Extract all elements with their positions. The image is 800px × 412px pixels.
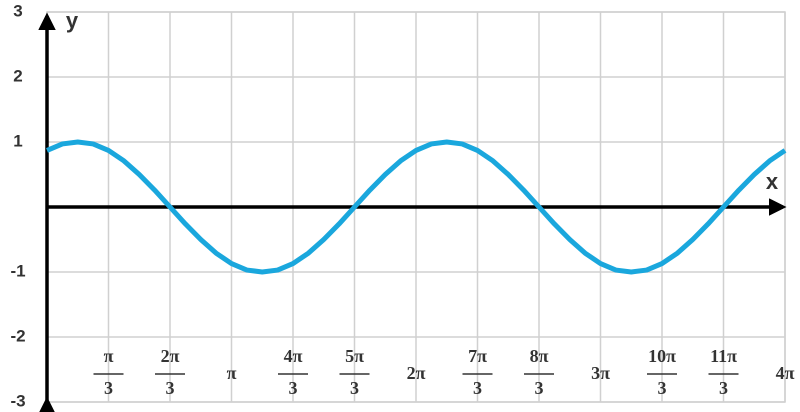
x-tick-label: 10π 3 <box>648 346 676 398</box>
x-axis-label: x <box>766 169 779 194</box>
x-tick-label: π <box>227 363 237 383</box>
line-series <box>46 139 787 275</box>
x-tick-label: 8π 3 <box>530 346 549 398</box>
x-tick-label: 2π 3 <box>161 346 180 398</box>
x-tick-label: 7π 3 <box>468 346 487 398</box>
plot-area <box>46 139 787 275</box>
x-tick-label: 2π <box>407 363 426 383</box>
y-tick-label: 2 <box>13 66 22 85</box>
y-axis-label: y <box>66 8 79 33</box>
y-tick-label: 1 <box>13 131 22 150</box>
x-tick-label: 4π 3 <box>284 346 303 398</box>
x-tick-label: 4π <box>776 363 795 383</box>
x-tick-label: 5π 3 <box>345 346 364 398</box>
y-tick-label: -1 <box>10 261 25 280</box>
y-tick-label: 3 <box>13 1 22 20</box>
y-tick-label: -2 <box>10 326 25 345</box>
y-tick-label: -3 <box>10 391 25 410</box>
x-tick-label: 11π 3 <box>710 346 737 398</box>
x-tick-label: 3π <box>591 363 610 383</box>
